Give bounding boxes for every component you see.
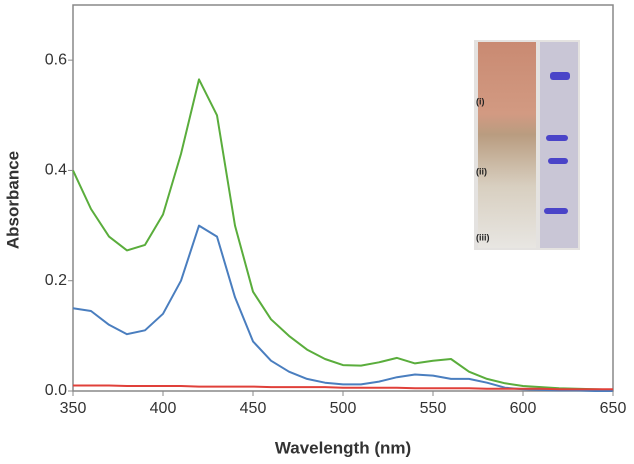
plot-area bbox=[72, 78, 614, 392]
gel-band bbox=[546, 135, 568, 141]
series-line bbox=[72, 78, 614, 391]
gel-band bbox=[548, 158, 568, 164]
y-tick-label: 0.4 bbox=[45, 162, 67, 179]
inset-label: (ii) bbox=[476, 166, 487, 176]
series-line bbox=[72, 224, 613, 392]
x-tick-label: 450 bbox=[240, 400, 267, 417]
y-axis-label: Absorbance bbox=[3, 151, 22, 249]
x-tick-label: 400 bbox=[150, 400, 177, 417]
x-tick-label: 500 bbox=[330, 400, 357, 417]
y-tick-label: 0.2 bbox=[45, 272, 67, 289]
y-tick-label: 0.0 bbox=[45, 382, 67, 399]
x-tick-label: 550 bbox=[420, 400, 447, 417]
vials bbox=[478, 42, 536, 248]
x-tick-label: 600 bbox=[510, 400, 537, 417]
x-axis-label: Wavelength (nm) bbox=[275, 438, 411, 457]
gel-band bbox=[550, 72, 570, 80]
x-tick-label: 350 bbox=[60, 400, 87, 417]
inset-photo: (i) (ii) (iii) bbox=[474, 40, 580, 250]
y-tick-label: 0.6 bbox=[45, 51, 67, 68]
gel-band bbox=[544, 208, 568, 214]
inset-label: (i) bbox=[476, 96, 485, 106]
inset-label: (iii) bbox=[476, 232, 490, 242]
x-tick-label: 650 bbox=[600, 400, 627, 417]
series-line bbox=[73, 384, 613, 391]
